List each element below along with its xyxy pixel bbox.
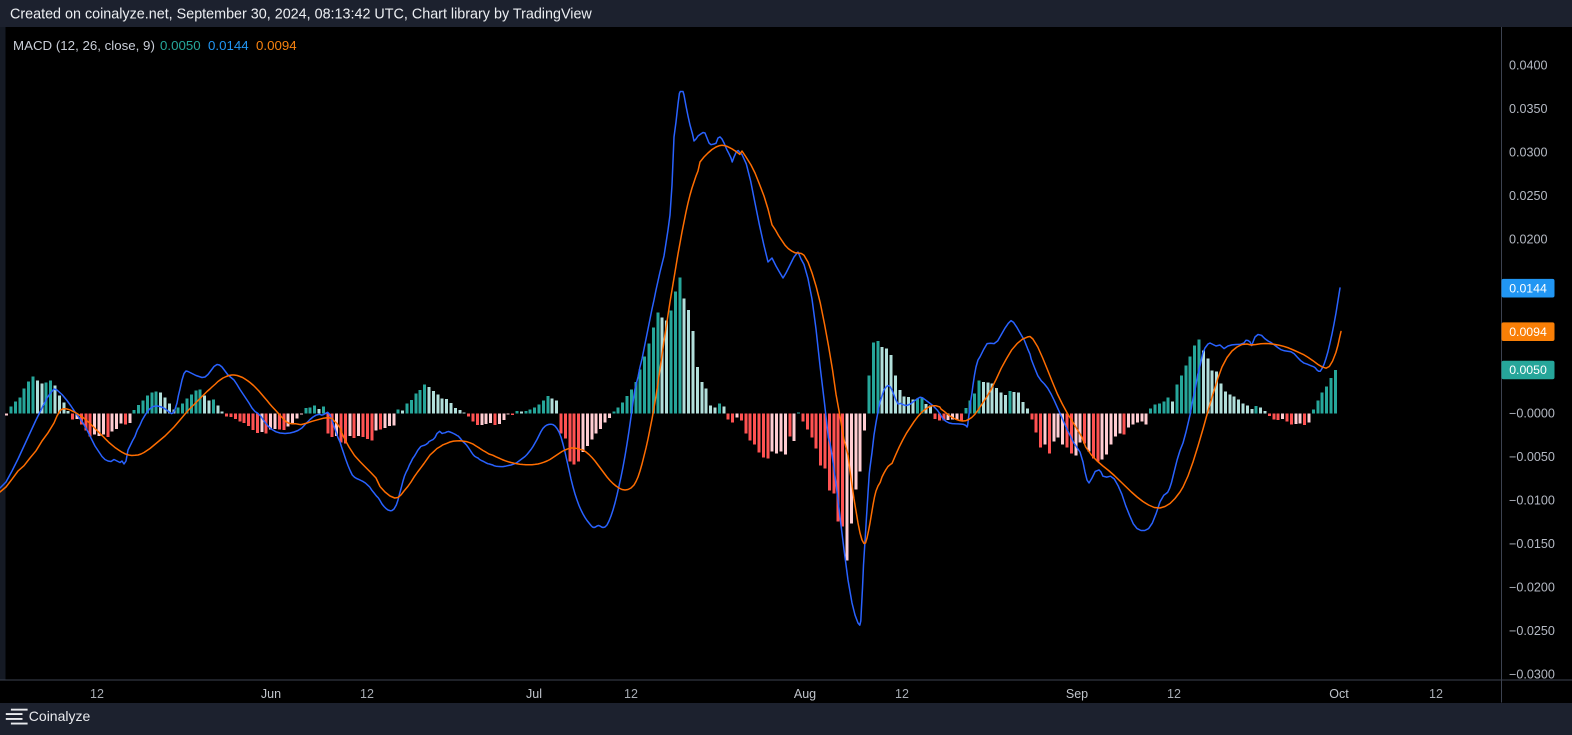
svg-text:0.0250: 0.0250 <box>1509 189 1548 203</box>
svg-text:−0.0150: −0.0150 <box>1509 537 1555 551</box>
svg-text:−0.0200: −0.0200 <box>1509 581 1555 595</box>
svg-text:12: 12 <box>90 687 104 701</box>
svg-text:0.0400: 0.0400 <box>1509 59 1548 73</box>
svg-text:0.0144: 0.0144 <box>208 38 249 53</box>
svg-text:−0.0000: −0.0000 <box>1509 407 1555 421</box>
svg-text:12: 12 <box>1167 687 1181 701</box>
svg-text:Created on coinalyze.net, Sept: Created on coinalyze.net, September 30, … <box>10 7 592 23</box>
svg-text:Aug: Aug <box>794 687 816 701</box>
svg-text:12: 12 <box>624 687 638 701</box>
svg-text:MACD (12, 26, close, 9): MACD (12, 26, close, 9) <box>13 38 155 53</box>
svg-text:Jul: Jul <box>526 687 542 701</box>
svg-text:−0.0100: −0.0100 <box>1509 494 1555 508</box>
svg-text:Coinalyze: Coinalyze <box>29 708 91 724</box>
svg-text:12: 12 <box>360 687 374 701</box>
svg-text:0.0300: 0.0300 <box>1509 146 1548 160</box>
svg-text:0.0144: 0.0144 <box>1509 281 1547 295</box>
svg-text:0.0050: 0.0050 <box>160 38 201 53</box>
svg-text:12: 12 <box>895 687 909 701</box>
svg-text:−0.0050: −0.0050 <box>1509 450 1555 464</box>
svg-text:Oct: Oct <box>1329 687 1349 701</box>
svg-text:0.0200: 0.0200 <box>1509 233 1548 247</box>
svg-text:0.0350: 0.0350 <box>1509 102 1548 116</box>
svg-text:0.0094: 0.0094 <box>256 38 297 53</box>
svg-text:12: 12 <box>1429 687 1443 701</box>
svg-text:−0.0300: −0.0300 <box>1509 668 1555 682</box>
svg-text:Sep: Sep <box>1066 687 1088 701</box>
svg-text:0.0050: 0.0050 <box>1509 363 1547 377</box>
svg-text:0.0094: 0.0094 <box>1509 325 1547 339</box>
svg-text:−0.0250: −0.0250 <box>1509 624 1555 638</box>
svg-text:Jun: Jun <box>261 687 281 701</box>
